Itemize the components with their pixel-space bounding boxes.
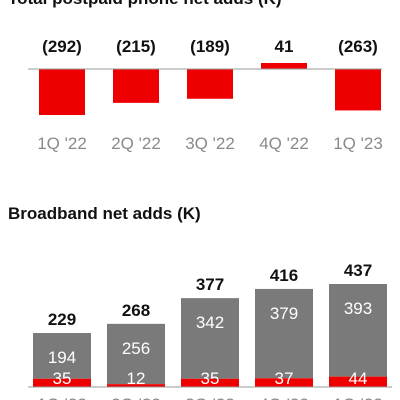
value-label-1: (215) — [116, 37, 156, 56]
chart2-title: Broadband net adds (K) — [8, 204, 201, 223]
x-tick-label-4: 1Q '23 — [333, 134, 383, 153]
total-label-3: 416 — [270, 266, 298, 285]
total-label-2: 377 — [196, 275, 224, 294]
stack-bar-red-3 — [255, 378, 313, 387]
stack-bar-gray-2 — [181, 298, 239, 379]
value-label-0: (292) — [42, 37, 82, 56]
bar-3 — [261, 63, 307, 69]
stack-bar-gray-1 — [107, 323, 165, 385]
chart1-title: Total postpaid phone net adds (K) — [8, 0, 282, 9]
red-segment-label-4: 44 — [349, 369, 368, 388]
bar-1 — [113, 69, 159, 103]
red-segment-label-1: 12 — [127, 369, 146, 388]
red-segment-label-0: 35 — [53, 369, 72, 388]
x-tick-label-2: 3Q '22 — [185, 134, 235, 153]
total-label-4: 437 — [344, 261, 372, 280]
x-tick-label-3: 4Q '22 — [259, 395, 309, 400]
x-tick-label-1: 2Q '22 — [111, 134, 161, 153]
total-label-0: 229 — [48, 310, 76, 329]
stack-bar-red-0 — [33, 378, 91, 387]
value-label-3: 41 — [275, 37, 294, 56]
gray-segment-label-3: 379 — [270, 304, 298, 323]
x-tick-label-2: 3Q '22 — [185, 395, 235, 400]
stack-bar-gray-0 — [33, 333, 91, 379]
value-label-2: (189) — [190, 37, 230, 56]
stack-bar-gray-3 — [255, 288, 313, 379]
gray-segment-label-4: 393 — [344, 299, 372, 318]
bar-4 — [335, 69, 381, 111]
gray-segment-label-2: 342 — [196, 313, 224, 332]
gray-segment-label-0: 194 — [48, 348, 76, 367]
stack-bar-red-2 — [181, 378, 239, 387]
x-tick-label-0: 1Q '22 — [37, 134, 87, 153]
value-label-4: (263) — [338, 37, 378, 56]
stack-bar-red-1 — [107, 384, 165, 387]
bar-0 — [39, 69, 85, 115]
x-tick-label-4: 1Q '23 — [333, 395, 383, 400]
red-segment-label-3: 37 — [275, 369, 294, 388]
x-tick-label-3: 4Q '22 — [259, 134, 309, 153]
red-segment-label-2: 35 — [201, 369, 220, 388]
stack-bar-gray-4 — [329, 284, 387, 377]
x-tick-label-0: 1Q '22 — [37, 395, 87, 400]
bar-2 — [187, 69, 233, 99]
stack-bar-red-4 — [329, 376, 387, 387]
gray-segment-label-1: 256 — [122, 339, 150, 358]
total-label-1: 268 — [122, 301, 150, 320]
postpaid-net-adds-chart: (292) (215) (189) 41 (263) 1Q '22 2Q '22 3Q '22… — [28, 37, 383, 153]
x-tick-label-1: 2Q '22 — [111, 395, 161, 400]
